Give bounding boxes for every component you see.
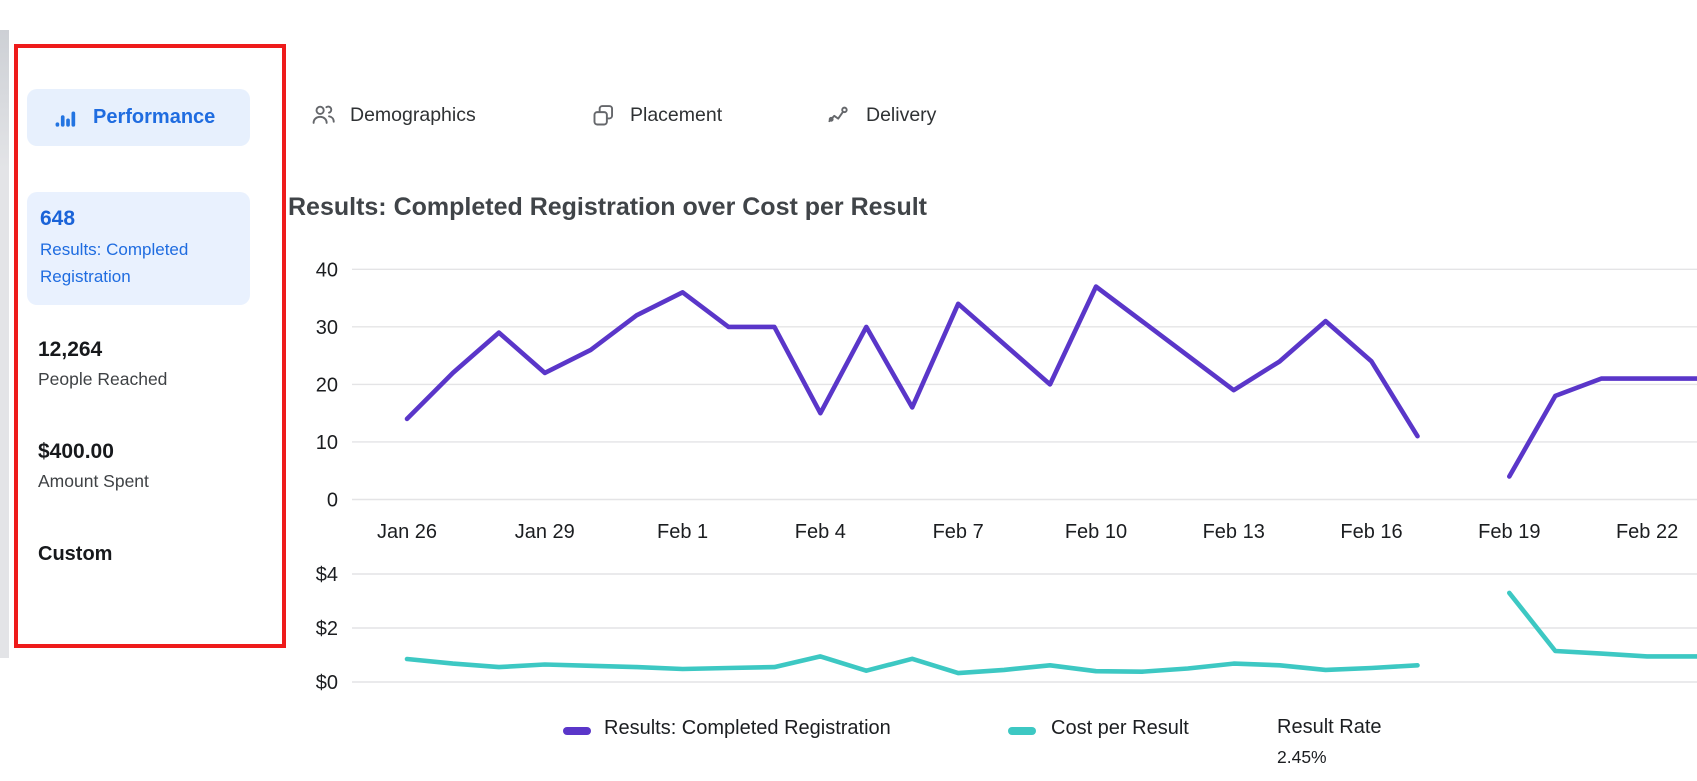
y-axis-tick-label: $4	[316, 564, 338, 586]
tab-label: Demographics	[350, 103, 476, 126]
y-axis-tick-label: 10	[316, 432, 338, 454]
tab-label: Delivery	[866, 103, 937, 126]
y-axis-tick-label: 0	[327, 490, 338, 512]
tab-delivery[interactable]: Delivery	[826, 99, 936, 131]
x-axis-tick-label: Feb 22	[1616, 521, 1678, 543]
x-axis-tick-label: Jan 29	[515, 521, 575, 543]
series-line	[1507, 590, 1697, 659]
sidebar-item-performance[interactable]: Performance	[27, 89, 250, 146]
overlapping-squares-icon	[593, 104, 614, 125]
metric-value: 648	[40, 207, 76, 230]
performance-tab-label: Performance	[93, 106, 216, 128]
series-line	[404, 284, 1420, 439]
trend-line-icon	[828, 106, 848, 122]
legend-label-cost: Cost per Result	[1051, 717, 1189, 739]
series-line	[404, 654, 1420, 676]
legend-swatch-cost	[1008, 727, 1036, 735]
legend-swatch-results	[563, 727, 591, 735]
series-line	[1507, 376, 1697, 479]
x-axis-tick-label: Jan 26	[377, 521, 437, 543]
x-axis-tick-label: Feb 10	[1065, 521, 1127, 543]
metric-results-completed-registration[interactable]: 648 Results: Completed Registration	[27, 192, 250, 305]
tab-demographics[interactable]: Demographics	[310, 99, 476, 131]
metric-label: People Reached	[38, 369, 168, 389]
x-axis-tick-label: Feb 7	[933, 521, 984, 543]
y-axis-tick-label: 20	[316, 374, 338, 396]
metric-amount-spent[interactable]: $400.00 Amount Spent	[38, 440, 248, 492]
metric-people-reached[interactable]: 12,264 People Reached	[38, 338, 248, 390]
tab-label: Placement	[630, 103, 723, 126]
chart-title: Results: Completed Registration over Cos…	[288, 193, 928, 221]
y-axis-tick-label: $0	[316, 672, 338, 694]
metric-value: $400.00	[38, 440, 114, 463]
bar-chart-icon	[55, 111, 76, 127]
metric-label: Results: Completed Registration	[40, 240, 189, 286]
sidebar-item-custom[interactable]: Custom	[38, 543, 113, 565]
result-rate-label: Result Rate	[1277, 716, 1382, 738]
y-axis-tick-label: 30	[316, 317, 338, 339]
people-icon	[312, 105, 335, 124]
y-axis-tick-label: 40	[316, 259, 338, 281]
x-axis-tick-label: Feb 1	[657, 521, 708, 543]
x-axis-tick-label: Feb 13	[1203, 521, 1265, 543]
tab-placement[interactable]: Placement	[590, 99, 722, 131]
window-edge-strip	[0, 30, 9, 658]
x-axis-tick-label: Feb 16	[1340, 521, 1402, 543]
legend-label-results: Results: Completed Registration	[604, 717, 891, 739]
metric-label: Amount Spent	[38, 471, 149, 491]
metric-value: 12,264	[38, 338, 103, 361]
x-axis-tick-label: Feb 4	[795, 521, 846, 543]
y-axis-tick-label: $2	[316, 618, 338, 640]
x-axis-tick-label: Feb 19	[1478, 521, 1540, 543]
result-rate-value: 2.45%	[1277, 747, 1327, 767]
